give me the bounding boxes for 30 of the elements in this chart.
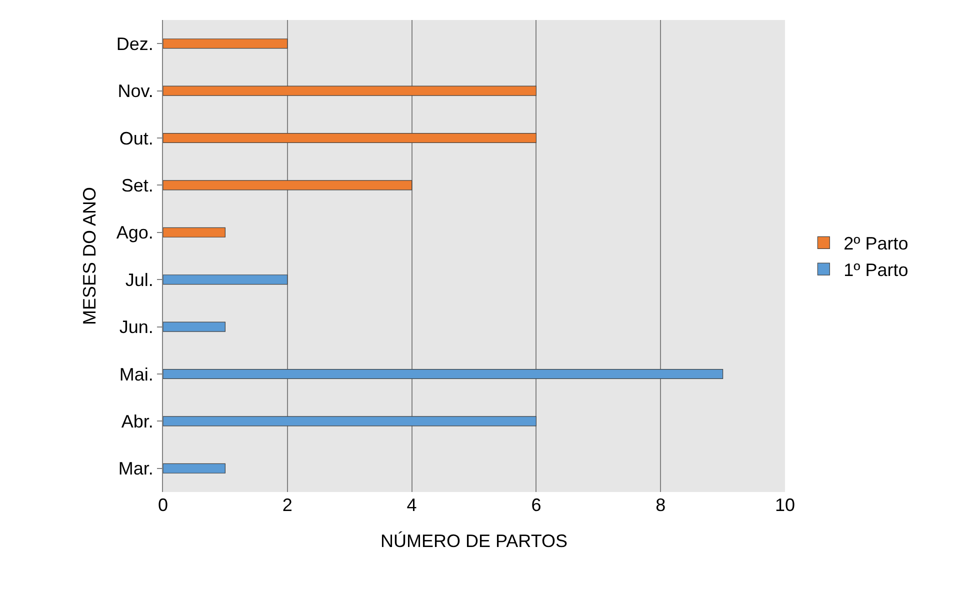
bar	[163, 416, 536, 426]
y-tick-label: Dez.	[116, 34, 154, 54]
y-tick-label: Jun.	[119, 317, 154, 338]
bar	[163, 368, 724, 380]
y-tick-label: Jul.	[125, 270, 154, 290]
bar	[163, 227, 226, 238]
y-tick-label: Ago.	[116, 222, 154, 243]
bar	[163, 180, 412, 190]
legend-label: 2º Parto	[844, 234, 908, 254]
y-tick-label: Nov.	[118, 81, 154, 102]
x-tick-label: 6	[531, 495, 542, 515]
bar	[163, 132, 536, 144]
y-axis-title: MESES DO ANO	[80, 186, 100, 326]
bar	[163, 463, 226, 474]
bar	[163, 322, 226, 332]
legend-label: 1º Parto	[844, 260, 908, 280]
x-tick-label: 0	[158, 495, 168, 515]
x-tick-label: 8	[656, 495, 666, 515]
x-axis-title: NÚMERO DE PARTOS	[380, 531, 568, 552]
y-tick-label: Set.	[121, 176, 154, 196]
bar	[163, 86, 536, 96]
y-tick-label: Abr.	[121, 412, 154, 432]
x-tick-label: 4	[406, 495, 417, 515]
bar	[163, 274, 288, 285]
x-tick-label: 2	[282, 495, 292, 515]
y-tick-label: Mar.	[118, 458, 154, 479]
y-tick-label: Out.	[119, 128, 154, 148]
bar	[163, 38, 288, 49]
y-tick-label: Mai.	[119, 364, 154, 384]
x-tick-label: 10	[774, 495, 796, 515]
